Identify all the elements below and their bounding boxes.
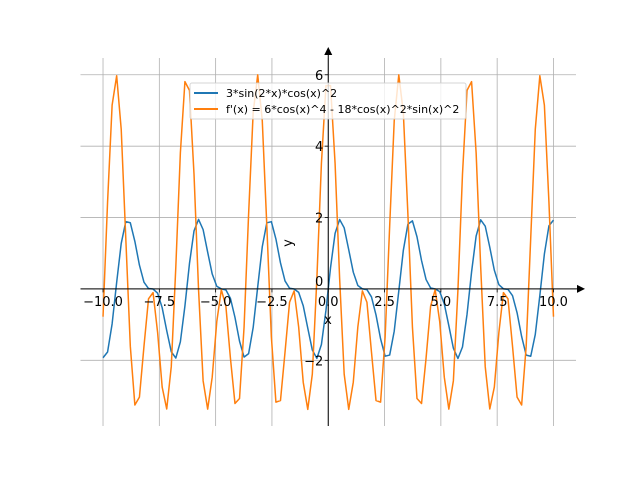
tick-labels: −10.0 −7.5 −5.0 −2.5 0.0 2.5 5.0 7.5 10.0 −2 0 2 4 6 [83,69,568,370]
x-axis-arrow-icon [577,284,585,293]
y-axis-label: y [281,239,296,247]
y-tick-label: 6 [315,69,323,84]
x-tick-label: 10.0 [539,295,568,310]
y-tick-label: 0 [315,275,323,290]
x-tick-label: 7.5 [487,295,508,310]
x-tick-label: −10.0 [83,295,123,310]
y-tick-label: 4 [315,140,323,155]
legend-box [189,82,467,120]
legend-label-1: f'(x) = 6*cos(x)^4 - 18*cos(x)^2*sin(x)^… [226,103,459,116]
y-tick-label: 2 [315,212,323,227]
x-tick-label: 2.5 [374,295,395,310]
x-tick-label: −2.5 [256,295,288,310]
x-tick-label: −5.0 [200,295,232,310]
legend: 3*sin(2*x)*cos(x)^2 f'(x) = 6*cos(x)^4 -… [189,82,467,120]
legend-label-0: 3*sin(2*x)*cos(x)^2 [226,87,337,100]
y-axis-arrow-icon [324,47,333,55]
x-tick-label: 5.0 [431,295,452,310]
x-tick-label: 0.0 [318,295,339,310]
x-axis-label: x [324,313,332,328]
x-tick-label: −7.5 [144,295,176,310]
y-tick-label: −2 [304,354,323,369]
